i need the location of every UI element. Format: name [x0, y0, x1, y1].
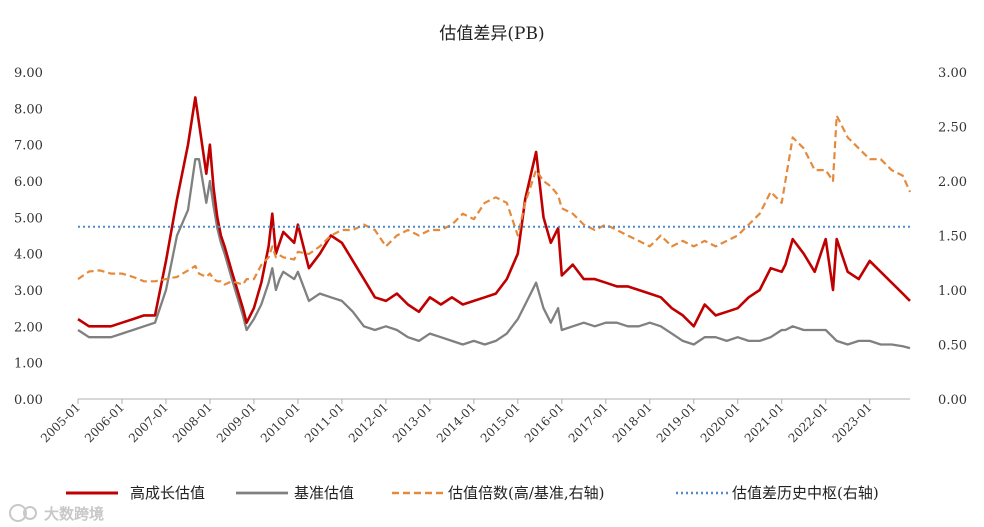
right-tick-label: 0.00: [938, 393, 967, 408]
x-tick-label: 2014-01: [434, 400, 479, 445]
x-tick-label: 2005-01: [38, 400, 83, 445]
x-tick-label: 2009-01: [214, 400, 259, 445]
left-tick-label: 1.00: [14, 357, 43, 372]
x-tick-label: 2020-01: [698, 400, 743, 445]
watermark-logo-icon: [9, 504, 27, 522]
x-tick-label: 2015-01: [478, 400, 523, 445]
x-tick-label: 2021-01: [742, 400, 787, 445]
left-tick-label: 6.00: [14, 175, 43, 190]
series-line-1: [77, 158, 911, 350]
x-tick-label: 2022-01: [786, 400, 831, 445]
x-tick-label: 2012-01: [346, 400, 391, 445]
x-tick-label: 2023-01: [830, 400, 875, 445]
x-axis: 2005-012006-012007-012008-012009-012010-…: [38, 398, 910, 445]
right-tick-label: 3.00: [938, 66, 967, 81]
series-line-2: [77, 114, 912, 286]
series-layer: [77, 96, 912, 350]
left-tick-label: 4.00: [14, 248, 43, 263]
x-tick-label: 2010-01: [258, 400, 303, 445]
left-tick-label: 2.00: [14, 320, 43, 335]
right-tick-label: 2.00: [938, 175, 967, 190]
legend-label: 估值倍数(高/基准,右轴): [448, 484, 605, 502]
x-tick-label: 2018-01: [610, 400, 655, 445]
watermark-logo-icon: [23, 506, 37, 520]
legend: 高成长估值 基准估值 估值倍数(高/基准,右轴) 估值差历史中枢(右轴): [66, 484, 879, 502]
left-tick-label: 7.00: [14, 139, 43, 154]
x-tick-label: 2013-01: [390, 400, 435, 445]
legend-label: 高成长估值: [130, 484, 205, 502]
x-tick-label: 2017-01: [566, 400, 611, 445]
right-tick-label: 0.50: [938, 339, 967, 354]
watermark: 大数跨境: [9, 504, 104, 523]
x-tick-label: 2019-01: [654, 400, 699, 445]
legend-label: 基准估值: [294, 484, 354, 502]
left-y-axis: 0.00 1.00 2.00 3.00 4.00 5.00 6.00 7.00 8.00 9.00: [14, 66, 43, 408]
x-tick-label: 2016-01: [522, 400, 567, 445]
left-tick-label: 8.00: [14, 102, 43, 117]
right-y-axis: 0.00 0.50 1.00 1.50 2.00 2.50 3.00: [938, 66, 967, 408]
right-tick-label: 1.50: [938, 230, 967, 245]
left-tick-label: 9.00: [14, 66, 43, 81]
watermark-text: 大数跨境: [44, 505, 104, 523]
right-tick-label: 1.00: [938, 284, 967, 299]
left-tick-label: 5.00: [14, 211, 43, 226]
left-tick-label: 0.00: [14, 393, 43, 408]
x-tick-label: 2008-01: [170, 400, 215, 445]
series-line-0: [77, 96, 911, 328]
right-tick-label: 2.50: [938, 121, 967, 136]
x-tick-label: 2011-01: [302, 400, 347, 445]
chart-title: 估值差异(PB): [439, 24, 544, 44]
x-tick-label: 2007-01: [126, 400, 171, 445]
x-tick-label: 2006-01: [82, 400, 127, 445]
left-tick-label: 3.00: [14, 284, 43, 299]
legend-label: 估值差历史中枢(右轴): [732, 484, 879, 502]
